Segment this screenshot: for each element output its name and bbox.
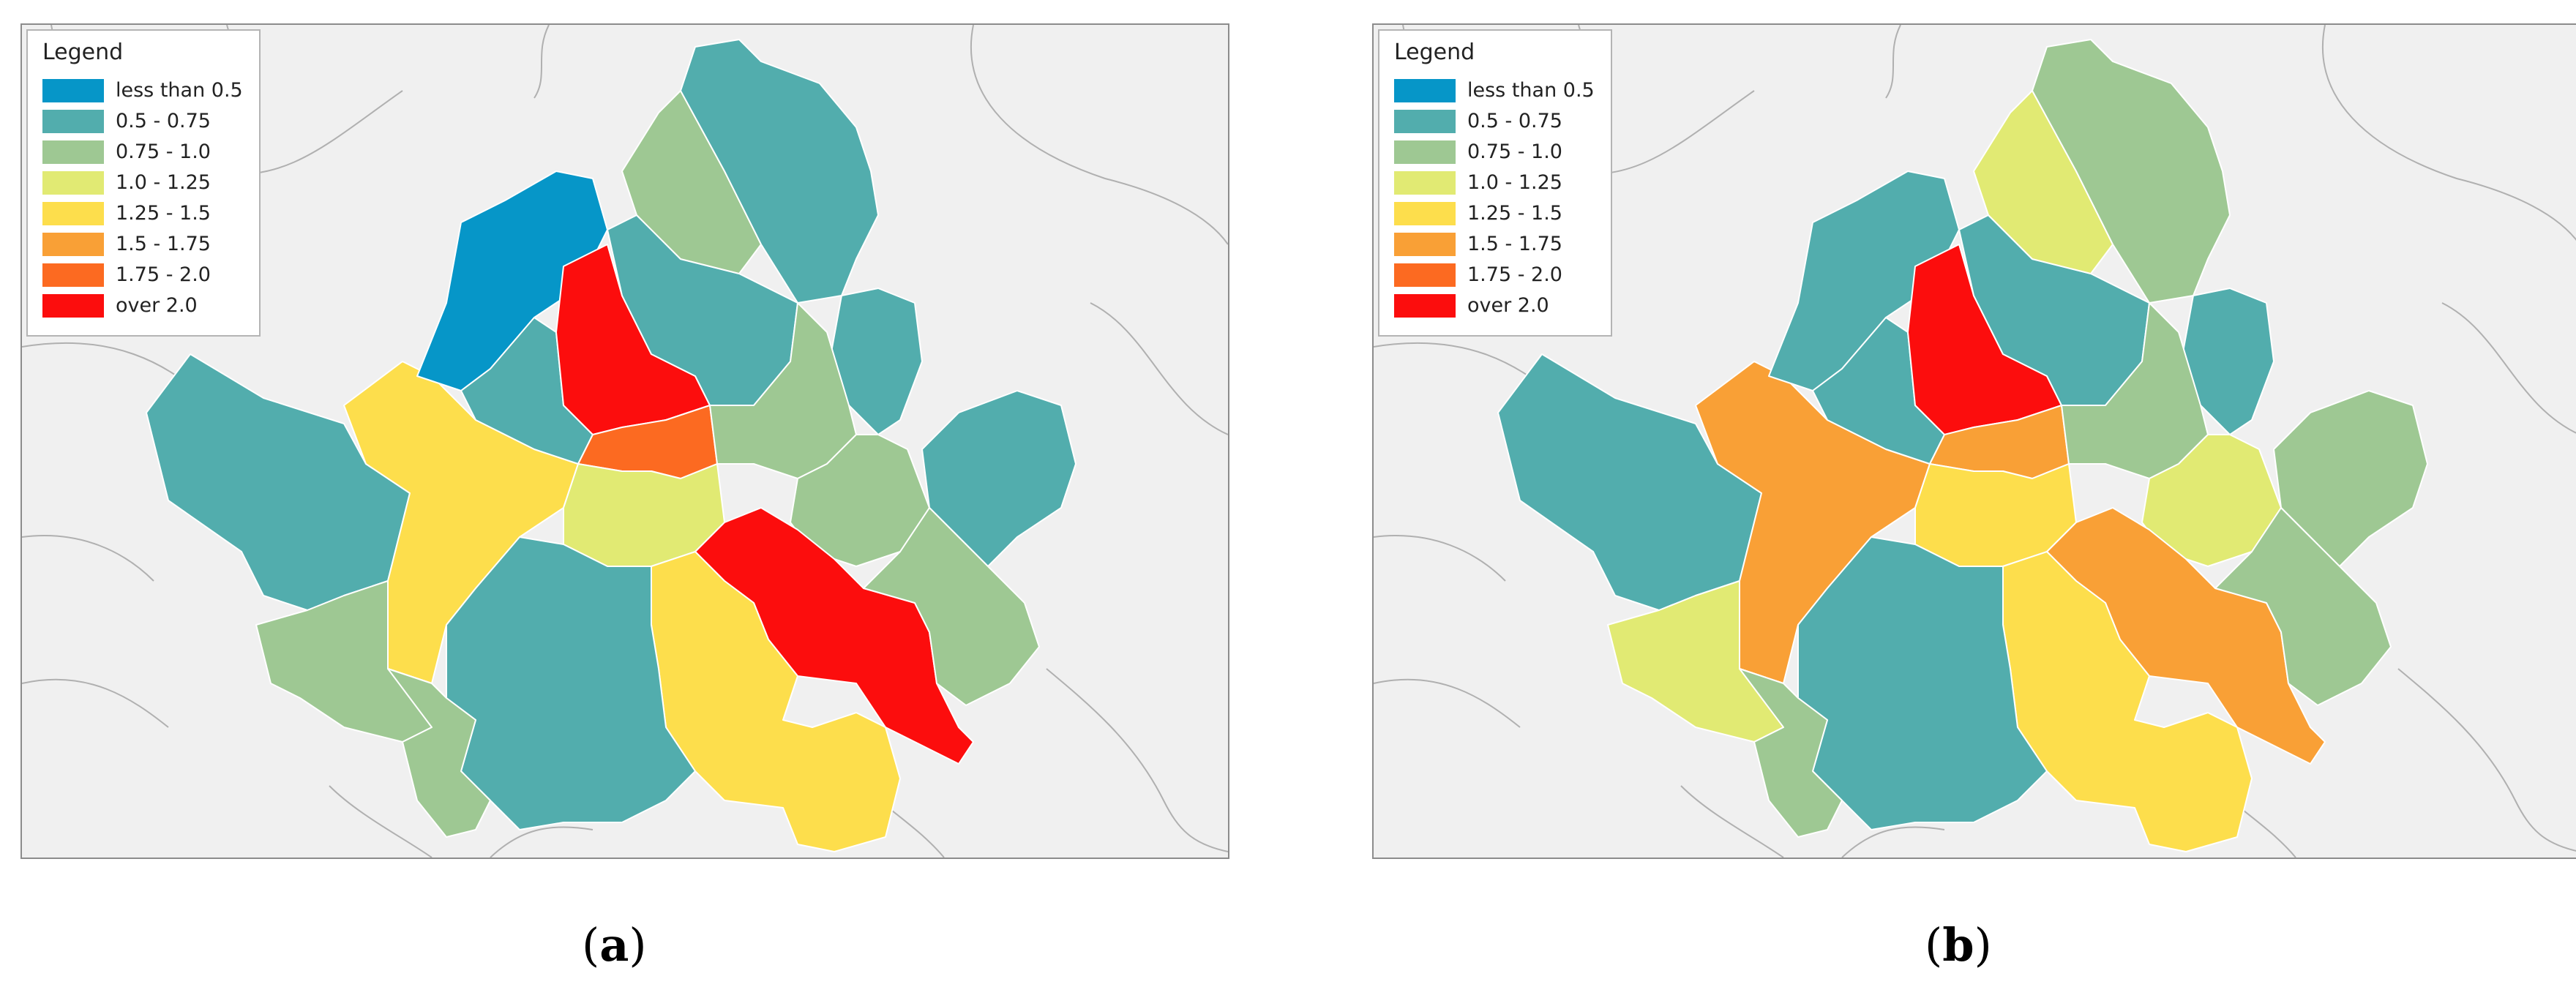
legend-item: over 2.0 xyxy=(42,293,255,318)
legend-item: 1.75 - 2.0 xyxy=(1394,262,1606,287)
caption-b: (b) xyxy=(1925,918,1992,972)
legend-label: over 2.0 xyxy=(116,294,198,317)
legend-label: 1.75 - 2.0 xyxy=(1467,263,1562,286)
map-panel-a: Legend less than 0.5 0.5 - 0.75 0.75 - 1… xyxy=(20,23,1229,859)
legend-item: over 2.0 xyxy=(1394,293,1606,318)
legend-item: 1.5 - 1.75 xyxy=(1394,231,1606,256)
district-map-b xyxy=(1374,25,2576,858)
legend-label: 1.5 - 1.75 xyxy=(116,233,211,255)
legend-label: 1.0 - 1.25 xyxy=(1467,171,1562,194)
legend-label: 1.5 - 1.75 xyxy=(1467,233,1562,255)
legend-swatch xyxy=(42,110,104,133)
legend-item: 1.0 - 1.25 xyxy=(42,170,255,195)
legend-item: 1.25 - 1.5 xyxy=(1394,200,1606,225)
legend-swatch xyxy=(1394,233,1456,256)
legend-item: 0.5 - 0.75 xyxy=(42,108,255,133)
legend-item: 1.25 - 1.5 xyxy=(42,200,255,225)
legend-title: Legend xyxy=(42,40,124,65)
legend-label: 0.75 - 1.0 xyxy=(1467,140,1562,163)
legend-swatch xyxy=(42,233,104,256)
district-south-west-a xyxy=(387,668,491,838)
legend-swatch xyxy=(42,202,104,225)
map-panel-b: Legend less than 0.5 0.5 - 0.75 0.75 - 1… xyxy=(1372,23,2576,859)
caption-close-paren: ) xyxy=(629,918,647,972)
legend-swatch xyxy=(42,79,104,102)
legend-b: Legend less than 0.5 0.5 - 0.75 0.75 - 1… xyxy=(1378,29,1612,337)
legend-swatch xyxy=(1394,171,1456,195)
legend-swatch xyxy=(1394,110,1456,133)
legend-swatch xyxy=(1394,140,1456,164)
legend-item: less than 0.5 xyxy=(1394,78,1606,102)
caption-letter: a xyxy=(599,918,629,972)
legend-title: Legend xyxy=(1394,40,1475,65)
legend-swatch xyxy=(42,294,104,318)
legend-label: less than 0.5 xyxy=(1467,79,1595,102)
legend-swatch xyxy=(1394,79,1456,102)
legend-label: less than 0.5 xyxy=(116,79,243,102)
district-east-south-a xyxy=(863,507,1040,706)
district-south-west-b xyxy=(1739,668,1843,838)
legend-label: 1.75 - 2.0 xyxy=(116,263,211,286)
legend-label: 1.25 - 1.5 xyxy=(116,202,211,225)
legend-label: 1.0 - 1.25 xyxy=(116,171,211,194)
legend-swatch xyxy=(42,171,104,195)
caption-a: (a) xyxy=(582,918,647,972)
legend-swatch xyxy=(42,263,104,287)
caption-open-paren: ( xyxy=(582,918,600,972)
legend-label: 0.5 - 0.75 xyxy=(116,110,211,132)
district-map-a xyxy=(22,25,1228,858)
legend-item: 0.75 - 1.0 xyxy=(1394,139,1606,164)
legend-item: less than 0.5 xyxy=(42,78,255,102)
district-northeast-b xyxy=(2032,39,2231,304)
district-northeast-a xyxy=(680,39,879,304)
legend-swatch xyxy=(42,140,104,164)
caption-letter: b xyxy=(1942,918,1974,972)
caption-open-paren: ( xyxy=(1925,918,1943,972)
legend-a: Legend less than 0.5 0.5 - 0.75 0.75 - 1… xyxy=(26,29,261,337)
legend-swatch xyxy=(1394,263,1456,287)
districts-b xyxy=(1497,39,2428,852)
caption-close-paren: ) xyxy=(1974,918,1992,972)
districts-a xyxy=(146,39,1077,852)
legend-item: 1.75 - 2.0 xyxy=(42,262,255,287)
legend-label: 0.75 - 1.0 xyxy=(116,140,211,163)
legend-label: over 2.0 xyxy=(1467,294,1549,317)
legend-item: 1.5 - 1.75 xyxy=(42,231,255,256)
legend-label: 1.25 - 1.5 xyxy=(1467,202,1562,225)
legend-label: 0.5 - 0.75 xyxy=(1467,110,1562,132)
legend-item: 0.75 - 1.0 xyxy=(42,139,255,164)
legend-item: 0.5 - 0.75 xyxy=(1394,108,1606,133)
legend-item: 1.0 - 1.25 xyxy=(1394,170,1606,195)
legend-swatch xyxy=(1394,202,1456,225)
legend-swatch xyxy=(1394,294,1456,318)
district-east-south-b xyxy=(2214,507,2392,706)
